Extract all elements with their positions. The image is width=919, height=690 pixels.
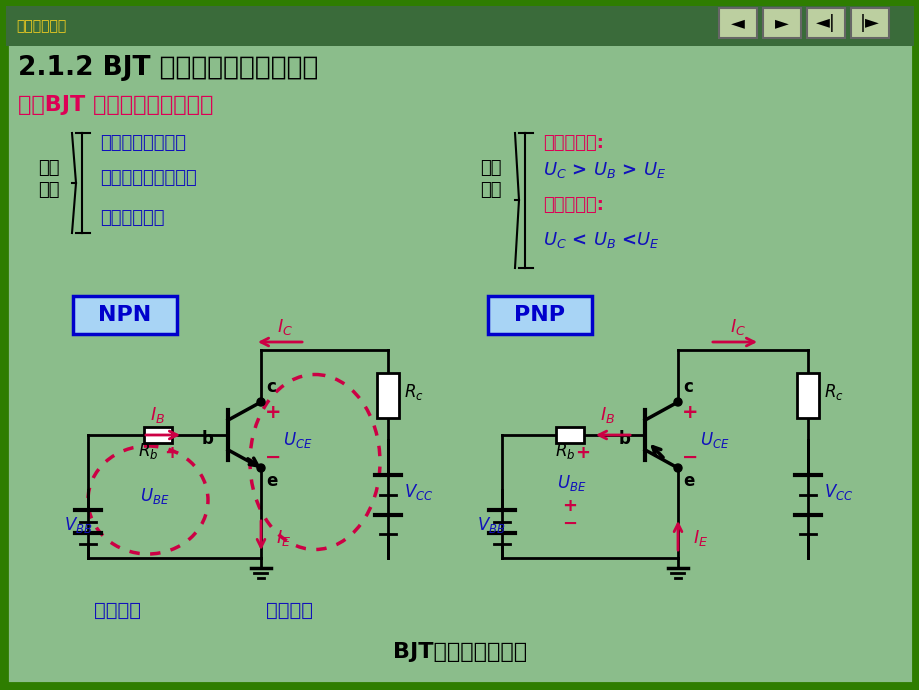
Circle shape bbox=[674, 398, 681, 406]
Text: $\mathit{U}_C$ < $\mathit{U}_B$ <$\mathit{U}_E$: $\mathit{U}_C$ < $\mathit{U}_B$ <$\mathi… bbox=[542, 230, 659, 250]
Text: $\mathit{V}_{BB}$: $\mathit{V}_{BB}$ bbox=[476, 515, 505, 535]
Text: +: + bbox=[681, 404, 698, 422]
FancyBboxPatch shape bbox=[850, 8, 888, 38]
Text: $\mathit{I}_E$: $\mathit{I}_E$ bbox=[276, 528, 291, 548]
Text: +: + bbox=[562, 497, 577, 515]
Text: $\mathit{V}_{CC}$: $\mathit{V}_{CC}$ bbox=[823, 482, 853, 502]
Text: c: c bbox=[682, 378, 692, 396]
Text: +: + bbox=[575, 444, 590, 462]
Text: b: b bbox=[202, 430, 214, 448]
Text: $\mathit{V}_{BB}$: $\mathit{V}_{BB}$ bbox=[64, 515, 93, 535]
Text: e: e bbox=[682, 472, 694, 490]
Text: −: − bbox=[562, 515, 577, 533]
Text: $\mathit{U}_{CE}$: $\mathit{U}_{CE}$ bbox=[283, 430, 312, 450]
Text: 2.1.2 BJT 的电流分配和放大原理: 2.1.2 BJT 的电流分配和放大原理 bbox=[18, 55, 318, 81]
FancyBboxPatch shape bbox=[719, 8, 756, 38]
Text: +: + bbox=[165, 444, 179, 462]
Text: $\mathit{I}_B$: $\mathit{I}_B$ bbox=[600, 405, 615, 425]
Text: e: e bbox=[266, 472, 277, 490]
Bar bbox=[144, 427, 172, 443]
Text: 发射区掘杂浓度高: 发射区掘杂浓度高 bbox=[100, 134, 186, 152]
Circle shape bbox=[674, 464, 681, 472]
Text: +: + bbox=[265, 404, 281, 422]
Text: 输入回路: 输入回路 bbox=[95, 600, 142, 620]
Text: −: − bbox=[681, 448, 698, 466]
Text: ◄: ◄ bbox=[731, 14, 744, 32]
Text: b: b bbox=[618, 430, 630, 448]
Text: 集电结反偏:: 集电结反偏: bbox=[542, 196, 603, 214]
Text: ►: ► bbox=[774, 14, 789, 32]
Text: $\mathit{I}_C$: $\mathit{I}_C$ bbox=[277, 317, 293, 337]
Text: 条件: 条件 bbox=[38, 181, 60, 199]
Circle shape bbox=[256, 464, 265, 472]
FancyBboxPatch shape bbox=[487, 296, 591, 334]
Text: $\mathit{R}_b$: $\mathit{R}_b$ bbox=[554, 441, 574, 461]
Text: $\mathit{I}_B$: $\mathit{I}_B$ bbox=[150, 405, 165, 425]
Text: PNP: PNP bbox=[514, 305, 565, 325]
Text: $\mathit{R}_c$: $\mathit{R}_c$ bbox=[823, 382, 843, 402]
Text: 输入回路: 输入回路 bbox=[267, 600, 313, 620]
Text: $\mathit{U}_{BE}$: $\mathit{U}_{BE}$ bbox=[556, 473, 585, 493]
FancyBboxPatch shape bbox=[73, 296, 176, 334]
Text: 条件: 条件 bbox=[480, 181, 501, 199]
Text: $\mathit{V}_{CC}$: $\mathit{V}_{CC}$ bbox=[403, 482, 433, 502]
Bar bbox=[6, 6, 913, 46]
Text: 集电结面积大: 集电结面积大 bbox=[100, 209, 165, 227]
FancyBboxPatch shape bbox=[762, 8, 800, 38]
Text: 一、BJT 处于放大状态的条件: 一、BJT 处于放大状态的条件 bbox=[18, 95, 213, 115]
Text: 发射结正偏:: 发射结正偏: bbox=[542, 134, 603, 152]
Bar bbox=[796, 373, 818, 417]
Text: $\mathit{U}_{BE}$: $\mathit{U}_{BE}$ bbox=[140, 486, 169, 506]
Text: 外部: 外部 bbox=[480, 159, 501, 177]
Text: c: c bbox=[266, 378, 276, 396]
Text: BJT与电源连接方式: BJT与电源连接方式 bbox=[392, 642, 527, 662]
FancyBboxPatch shape bbox=[806, 8, 844, 38]
Text: ◄|: ◄| bbox=[815, 14, 835, 32]
Text: −: − bbox=[265, 448, 281, 466]
Text: $\mathit{I}_E$: $\mathit{I}_E$ bbox=[692, 528, 708, 548]
Circle shape bbox=[256, 398, 265, 406]
Text: 模拟电子技术: 模拟电子技术 bbox=[16, 19, 66, 33]
Text: |►: |► bbox=[859, 14, 879, 32]
Bar bbox=[377, 373, 399, 417]
Text: $\mathit{U}_C$ > $\mathit{U}_B$ > $\mathit{U}_E$: $\mathit{U}_C$ > $\mathit{U}_B$ > $\math… bbox=[542, 160, 665, 180]
Text: NPN: NPN bbox=[98, 305, 152, 325]
Text: 基区薄且掘杂浓度低: 基区薄且掘杂浓度低 bbox=[100, 169, 197, 187]
Text: $\mathit{I}_C$: $\mathit{I}_C$ bbox=[729, 317, 745, 337]
Text: $\mathit{U}_{CE}$: $\mathit{U}_{CE}$ bbox=[699, 430, 729, 450]
Text: $\mathit{R}_c$: $\mathit{R}_c$ bbox=[403, 382, 424, 402]
Bar bbox=[555, 427, 584, 443]
Text: 内部: 内部 bbox=[38, 159, 60, 177]
Text: $\mathit{R}_b$: $\mathit{R}_b$ bbox=[138, 441, 158, 461]
